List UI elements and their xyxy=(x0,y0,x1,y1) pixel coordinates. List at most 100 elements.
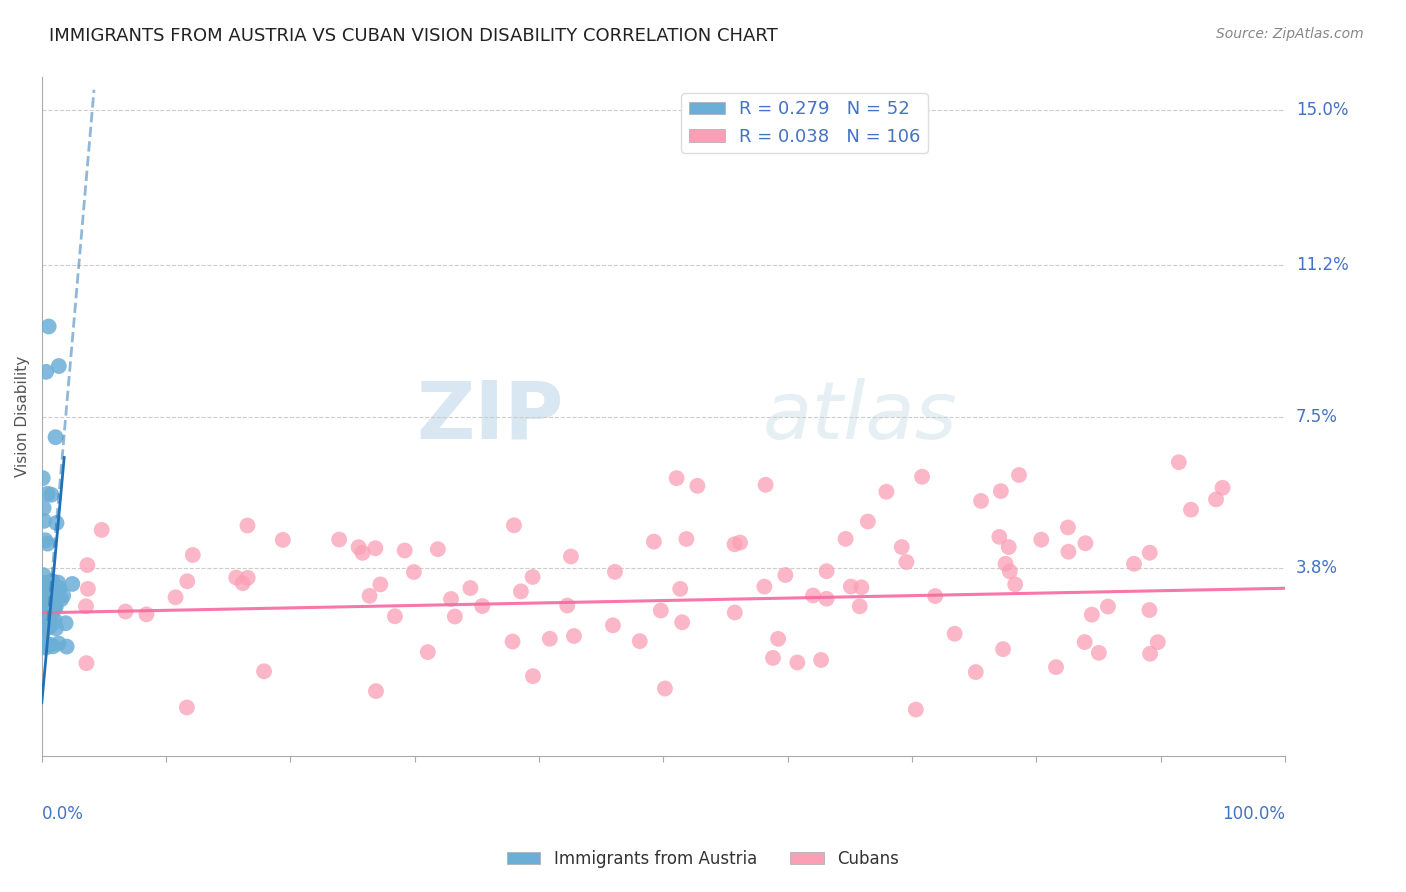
Point xyxy=(560,549,582,564)
Point xyxy=(440,592,463,607)
Point xyxy=(181,548,204,562)
Point xyxy=(502,634,524,648)
Point xyxy=(253,665,276,679)
Point xyxy=(31,640,53,654)
Point xyxy=(38,610,60,624)
Text: ZIP: ZIP xyxy=(416,377,564,456)
Text: IMMIGRANTS FROM AUSTRIA VS CUBAN VISION DISABILITY CORRELATION CHART: IMMIGRANTS FROM AUSTRIA VS CUBAN VISION … xyxy=(49,27,778,45)
Point xyxy=(991,642,1014,657)
Point xyxy=(37,536,59,550)
Point xyxy=(225,570,247,584)
Point xyxy=(1180,502,1202,516)
Point xyxy=(628,634,651,648)
Point xyxy=(786,656,808,670)
Point xyxy=(1088,646,1111,660)
Point xyxy=(654,681,676,696)
Point xyxy=(55,616,77,631)
Point xyxy=(1139,603,1161,617)
Text: 7.5%: 7.5% xyxy=(1296,408,1339,425)
Point xyxy=(671,615,693,630)
Point xyxy=(988,530,1011,544)
Point xyxy=(522,570,544,584)
Point xyxy=(236,518,259,533)
Point xyxy=(538,632,561,646)
Point xyxy=(32,514,55,528)
Point xyxy=(728,535,751,549)
Point xyxy=(328,533,350,547)
Point xyxy=(675,532,697,546)
Point xyxy=(522,669,544,683)
Point xyxy=(394,543,416,558)
Text: atlas: atlas xyxy=(763,377,957,456)
Point xyxy=(352,546,374,560)
Point xyxy=(46,575,69,590)
Point xyxy=(31,631,53,645)
Point xyxy=(45,516,67,530)
Point xyxy=(359,589,381,603)
Point xyxy=(364,684,387,698)
Text: 15.0%: 15.0% xyxy=(1296,101,1348,120)
Point xyxy=(77,582,100,596)
Point xyxy=(165,591,187,605)
Point xyxy=(990,484,1012,499)
Point xyxy=(39,590,62,604)
Point xyxy=(75,656,97,670)
Point xyxy=(35,579,58,593)
Point xyxy=(60,577,83,591)
Point xyxy=(38,638,60,652)
Point xyxy=(45,430,67,444)
Point xyxy=(416,645,439,659)
Point xyxy=(724,606,747,620)
Point xyxy=(834,532,856,546)
Point xyxy=(1073,635,1095,649)
Point xyxy=(45,599,67,614)
Point xyxy=(562,629,585,643)
Point xyxy=(35,611,58,625)
Point xyxy=(1167,455,1189,469)
Point xyxy=(965,665,987,679)
Point xyxy=(35,637,58,651)
Point xyxy=(370,577,392,591)
Point xyxy=(31,615,53,630)
Point xyxy=(41,607,63,621)
Point xyxy=(924,589,946,603)
Point xyxy=(471,599,494,613)
Point xyxy=(686,479,709,493)
Point xyxy=(41,617,63,632)
Point xyxy=(76,558,98,573)
Legend: Immigrants from Austria, Cubans: Immigrants from Austria, Cubans xyxy=(501,844,905,875)
Point xyxy=(775,568,797,582)
Point xyxy=(815,591,838,606)
Point xyxy=(135,607,157,622)
Point xyxy=(75,599,97,614)
Point xyxy=(815,564,838,578)
Point xyxy=(114,605,136,619)
Point xyxy=(34,533,56,548)
Text: Source: ZipAtlas.com: Source: ZipAtlas.com xyxy=(1216,27,1364,41)
Point xyxy=(45,621,67,635)
Point xyxy=(801,589,824,603)
Point xyxy=(232,576,254,591)
Point xyxy=(1057,520,1080,534)
Point xyxy=(810,653,832,667)
Point xyxy=(347,540,370,554)
Point xyxy=(1205,492,1227,507)
Point xyxy=(236,571,259,585)
Point xyxy=(34,598,56,612)
Point xyxy=(997,540,1019,554)
Point xyxy=(38,620,60,634)
Point xyxy=(994,557,1017,571)
Point xyxy=(44,601,66,615)
Point xyxy=(1146,635,1168,649)
Point xyxy=(943,626,966,640)
Text: 100.0%: 100.0% xyxy=(1222,805,1285,822)
Point xyxy=(32,501,55,516)
Point xyxy=(1139,647,1161,661)
Point xyxy=(509,584,531,599)
Point xyxy=(384,609,406,624)
Point xyxy=(42,640,65,654)
Point xyxy=(1045,660,1067,674)
Point xyxy=(38,603,60,617)
Legend: R = 0.279   N = 52, R = 0.038   N = 106: R = 0.279 N = 52, R = 0.038 N = 106 xyxy=(682,94,928,153)
Point xyxy=(503,518,526,533)
